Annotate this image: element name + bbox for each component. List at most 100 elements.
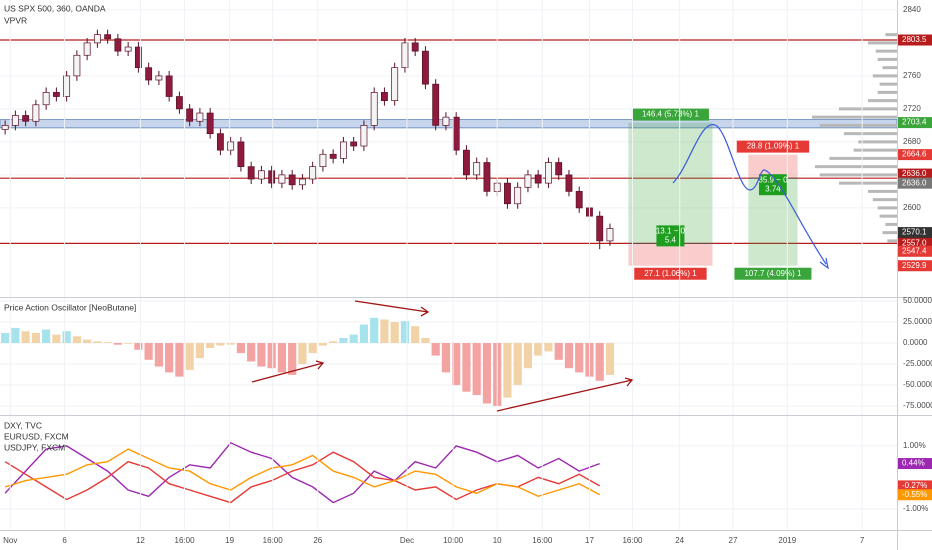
candle-body [555, 162, 563, 176]
candle-body [565, 174, 573, 192]
candle-body [227, 141, 235, 151]
candle-body [63, 75, 71, 97]
candle-body [422, 50, 429, 85]
position-label-box [634, 267, 707, 280]
oscillator-bar [308, 343, 317, 354]
oscillator-bar [605, 343, 615, 375]
candle-body [52, 92, 60, 97]
candle-body [575, 191, 583, 209]
candle-body [11, 115, 19, 126]
y-tick-label: 1.00% [903, 441, 926, 450]
position-label: 13.1 ~ 0 [656, 226, 686, 235]
candle-body [432, 83, 440, 126]
y-tick-label: 50.0000 [903, 296, 932, 305]
oscillator-bar [83, 339, 92, 344]
series-last-label: 0.44% [902, 459, 925, 468]
oscillator-bar [277, 343, 287, 373]
price-tag-label: 2703.4 [902, 118, 927, 127]
oscillator-bar [288, 343, 297, 375]
y-tick-label: -1.00% [903, 504, 928, 513]
volume-profile-bar [814, 165, 897, 169]
position-label-box [656, 225, 685, 247]
x-tick-label: 2019 [778, 536, 796, 545]
candle-body [381, 92, 388, 102]
candle-body [104, 34, 112, 40]
volume-profile-bar [839, 107, 897, 111]
y-tick-label: 2840 [903, 5, 921, 14]
candle-body [155, 75, 163, 81]
candle-body [483, 162, 491, 192]
volume-profile-bar [885, 222, 897, 226]
volume-profile-bar [885, 33, 897, 37]
price-tag-label: 2803.5 [902, 35, 927, 44]
volume-profile-bar [887, 239, 897, 243]
candle-body [186, 108, 194, 122]
x-tick-label: 16:00 [532, 536, 553, 545]
candle-body [360, 125, 368, 147]
price-tag [898, 237, 932, 249]
oscillator-bar [103, 342, 112, 344]
y-tick-label: 0.0000 [903, 338, 928, 347]
oscillator-bar [185, 343, 194, 370]
projection-arrowhead [819, 257, 829, 270]
oscillator-bar [329, 341, 338, 344]
y-tick-label: 2720 [903, 104, 921, 113]
oscillator-bar [462, 343, 471, 392]
oscillator-bar [575, 343, 584, 373]
volume-profile-bar [879, 214, 897, 218]
oscillator-bar [195, 343, 205, 359]
candle-body [463, 149, 470, 176]
position-loss-zone [628, 243, 713, 266]
x-tick-label: 17 [585, 536, 594, 545]
series-last-tag [898, 489, 932, 501]
oscillator-bar [452, 343, 461, 386]
volume-profile-bar [868, 41, 897, 45]
x-tick-label: 16:00 [622, 536, 643, 545]
volume-profile-bar [829, 156, 897, 160]
volume-profile-bar [819, 123, 897, 127]
x-tick-label: 24 [675, 536, 684, 545]
candle-body [391, 67, 399, 102]
oscillator-bar [226, 343, 235, 345]
candle-body [339, 141, 347, 159]
y-tick-label: 2680 [903, 137, 921, 146]
candle-body [288, 174, 296, 186]
x-tick-label: 16:00 [263, 536, 284, 545]
candle-body [452, 116, 460, 151]
position-label: 27.1 (1.06%) 1 [644, 269, 697, 278]
candle-body [309, 166, 317, 180]
series-last-label: -0.55% [902, 490, 927, 499]
y-tick-label: -75.0000 [903, 401, 932, 410]
indicator-label: VPVR [4, 15, 27, 25]
oscillator-bar [11, 327, 20, 344]
x-tick-label: 16:00 [175, 536, 196, 545]
candle-body [175, 96, 183, 110]
oscillator-bar [257, 343, 266, 367]
position-label-box [758, 174, 787, 196]
series-last-tag [898, 458, 932, 470]
position-label-box [736, 140, 810, 153]
candle-body [596, 215, 604, 242]
oscillator-bar [513, 343, 522, 386]
candle-body [165, 75, 173, 97]
volume-profile-bar [858, 140, 897, 144]
x-tick-label: 26 [313, 536, 322, 545]
oscillator-bar [21, 331, 30, 344]
oscillator-bar [206, 343, 215, 349]
price-tag [898, 117, 932, 129]
x-tick-label: Dec [400, 536, 414, 545]
position-label: 35.9 ~ 0 [758, 175, 788, 184]
oscillator-bar [359, 324, 369, 344]
candle-body [606, 228, 614, 242]
position-label: 146.4 (5.73%) 1 [642, 110, 699, 119]
oscillator-bar [595, 343, 604, 381]
divergence-arrow [354, 300, 430, 317]
oscillator-bar [72, 336, 81, 344]
candle-body [298, 178, 306, 186]
oscillator-bar [124, 343, 133, 344]
oscillator-bar [298, 343, 307, 365]
oscillator-bar [534, 343, 543, 356]
candle-body [124, 46, 132, 52]
oscillator-bar [400, 321, 410, 344]
legend-entry: DXY, TVC [4, 420, 42, 430]
